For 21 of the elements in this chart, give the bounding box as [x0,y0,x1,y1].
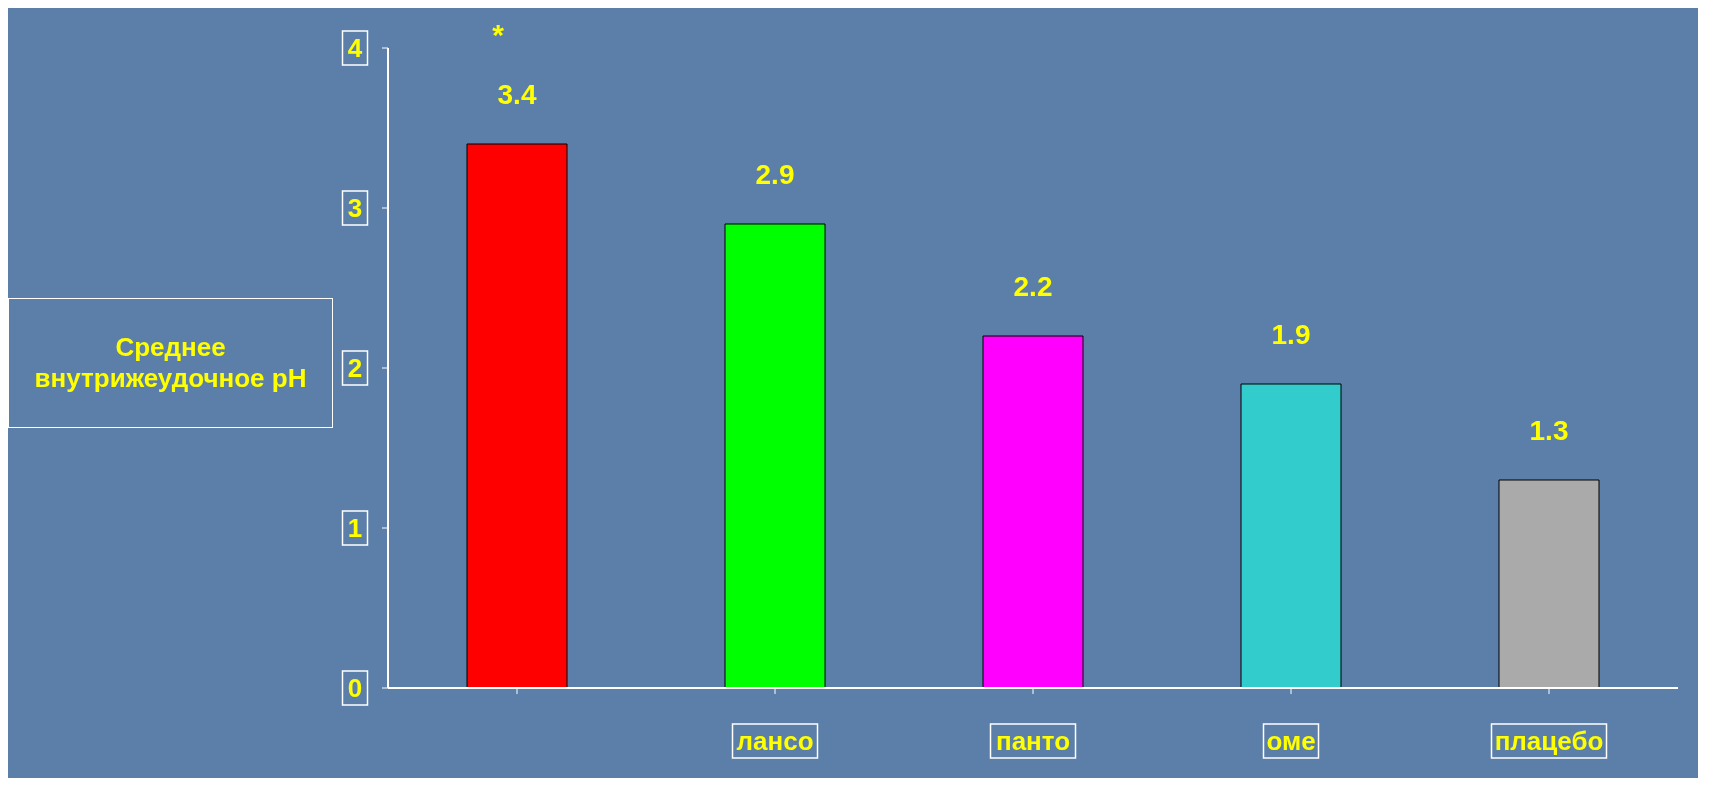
data-label: 1.9 [1271,319,1311,350]
bar [1498,479,1600,688]
x-tick-label: плацебо [1494,726,1604,756]
bar [1240,383,1342,688]
x-tick-label: оме [1266,726,1316,756]
bar [982,335,1084,688]
y-axis-title: Среднее внутрижеудочное pH [8,298,333,428]
annotation: * [491,18,505,52]
data-label: 2.9 [755,159,795,190]
data-label: 3.4 [497,79,537,110]
x-tick-label: лансо [736,726,814,756]
y-tick-label: 1 [347,513,363,543]
data-label: 2.2 [1013,271,1053,302]
bar [724,223,826,688]
x-tick-label: панто [995,726,1071,756]
data-label: 1.3 [1529,415,1569,446]
bar [466,143,568,688]
y-tick-label: 3 [347,193,363,223]
y-tick-label: 2 [347,353,363,383]
y-tick-label: 0 [347,673,363,703]
y-tick-label: 4 [347,33,363,63]
